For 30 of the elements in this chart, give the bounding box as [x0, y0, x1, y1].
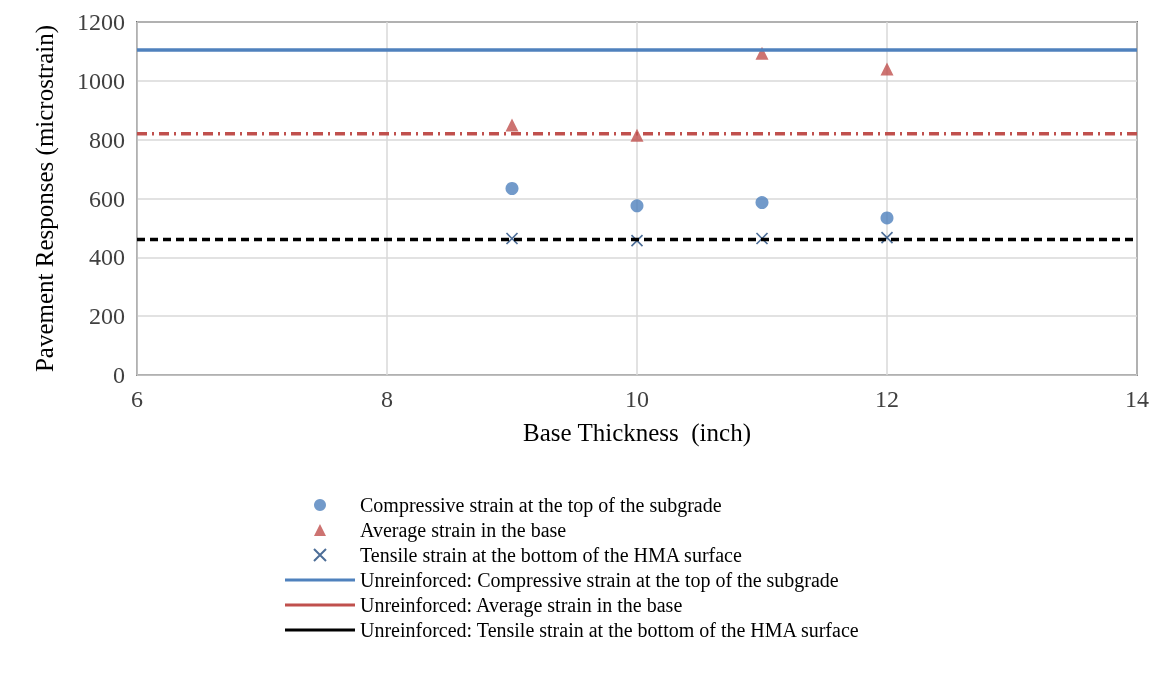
- x-tick-label: 10: [625, 386, 649, 412]
- y-tick-label: 800: [89, 126, 125, 153]
- point: [755, 196, 769, 210]
- point: [880, 231, 894, 244]
- legend-label: Unreinforced: Tensile strain at the bottom of the HMA surface: [360, 619, 859, 641]
- point: [880, 62, 894, 76]
- point: [755, 232, 769, 245]
- point: [505, 182, 519, 195]
- x-tick-label: 14: [1125, 386, 1149, 412]
- y-tick-label: 200: [89, 303, 125, 330]
- x-tick-label: 8: [381, 386, 393, 412]
- legend-label: Unreinforced: Compressive strain at the top of the subgrade: [360, 569, 839, 592]
- point: [505, 118, 519, 132]
- y-axis-title: Pavement Responses (microstrain): [31, 24, 59, 373]
- legend-label: Average strain in the base: [360, 519, 567, 542]
- y-tick-label: 0: [113, 362, 125, 388]
- point: [630, 199, 644, 213]
- x-axis-title: Base Thickness (inch): [523, 419, 751, 447]
- x-tick-label: 6: [131, 386, 143, 412]
- point: [630, 234, 644, 247]
- x-tick-label: 12: [875, 386, 899, 412]
- y-tick-label: 1200: [77, 9, 125, 35]
- y-tick-label: 1000: [77, 67, 125, 94]
- legend-label: Unreinforced: Average strain in the base: [360, 594, 683, 617]
- legend-label: Compressive strain at the top of the subgrade: [360, 494, 722, 517]
- y-tick-label: 400: [89, 244, 125, 271]
- y-tick-label: 600: [89, 185, 125, 212]
- point: [505, 232, 519, 245]
- point: [880, 211, 894, 225]
- legend-label: Tensile strain at the bottom of the HMA surface: [360, 544, 742, 566]
